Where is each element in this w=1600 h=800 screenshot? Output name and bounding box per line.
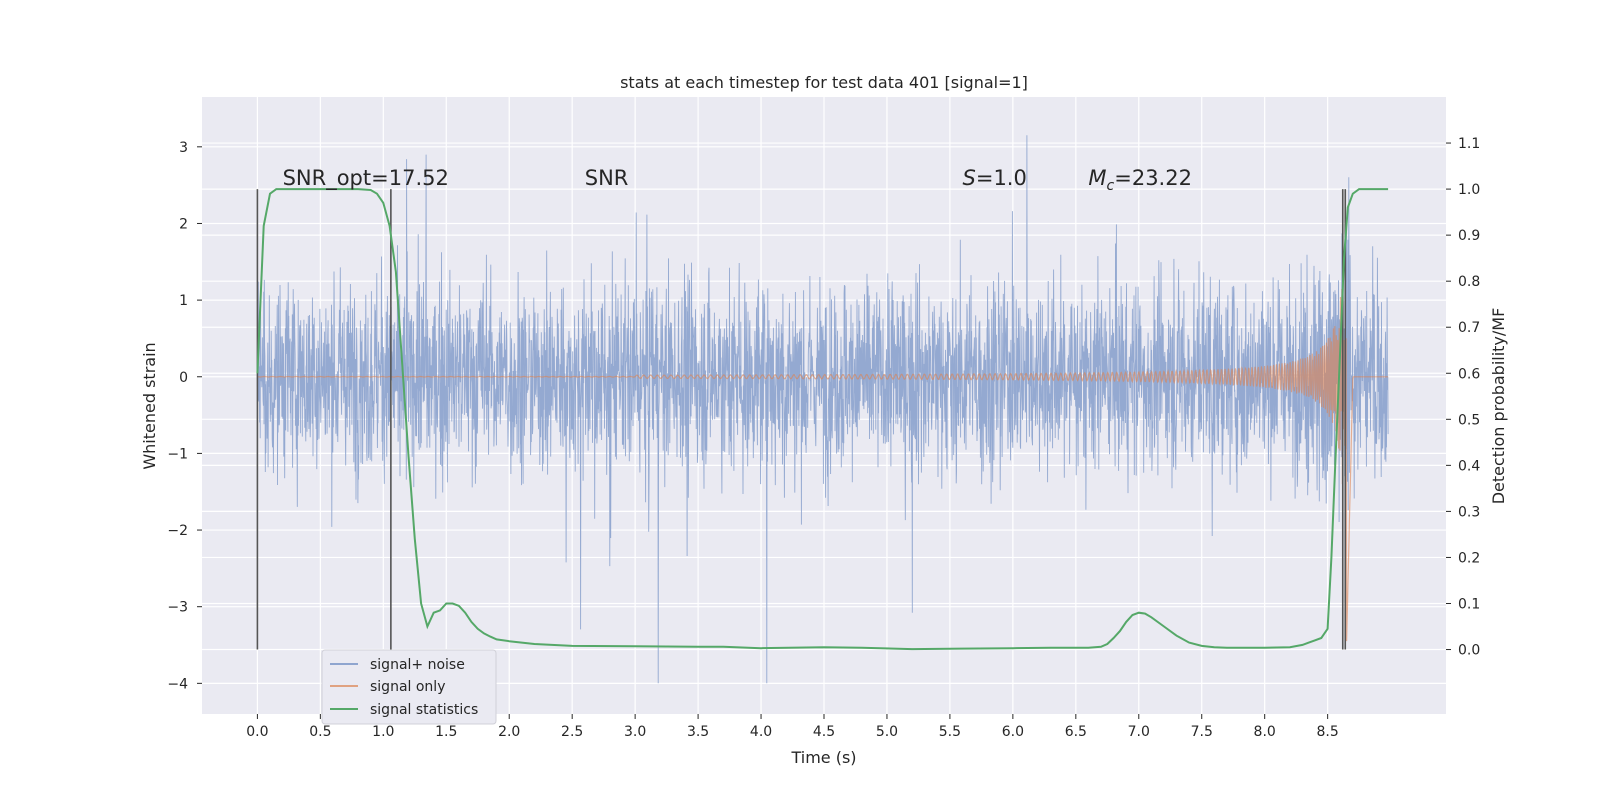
x-tick-label: 5.5 (939, 724, 961, 740)
annotation-s-val: S=1.0 (963, 166, 1027, 190)
signal-only-series (257, 285, 1389, 642)
y2-tick-label: 0.4 (1458, 458, 1480, 474)
legend-box (321, 649, 497, 725)
tick-labels: 0.0 0.5 1.0 1.5 2.0 2.5 3.0 3.5 4.0 4.5 5.0 5.5 6.0 6… (167, 136, 1480, 740)
signal-statistics-series (256, 188, 1389, 651)
y2-tick-label: 0.1 (1458, 596, 1480, 612)
y-tick-label: 3 (179, 140, 188, 156)
y2-axis-label: Detection probability/MF (1489, 308, 1508, 505)
annotation-part: M (1088, 166, 1106, 190)
y-tick-label: −2 (167, 523, 188, 539)
x-tick-label: 1.5 (435, 724, 457, 740)
plot-area (256, 135, 1389, 684)
x-tick-label: 0.0 (246, 724, 268, 740)
x-tick-label: 5.0 (876, 724, 898, 740)
chart-title: stats at each timestep for test data 401… (620, 73, 1028, 92)
y-tick-label: 1 (179, 293, 188, 309)
x-tick-label: 4.0 (750, 724, 772, 740)
y2-tick-label: 0.5 (1458, 412, 1480, 428)
y2-tick-label: 1.0 (1458, 182, 1480, 198)
x-tick-label: 2.5 (561, 724, 583, 740)
annotation-part: SNR (585, 166, 629, 190)
x-tick-label: 6.5 (1065, 724, 1087, 740)
annotations: SNR_opt=17.52 SNR S=1.0 Mc=23.22 (283, 166, 1192, 194)
y-tick-label: −4 (167, 676, 188, 692)
legend-label-noise: signal+ noise (370, 657, 465, 673)
y2-tick-label: 0.2 (1458, 550, 1480, 566)
annotation-snr-mf: SNR (585, 166, 629, 190)
y2-tick-label: 0.7 (1458, 320, 1480, 336)
y-tick-label: 0 (179, 370, 188, 386)
y2-tick-label: 0.3 (1458, 504, 1480, 520)
y2-tick-label: 1.1 (1458, 136, 1480, 152)
legend-label-stats: signal statistics (370, 702, 478, 718)
y-axis-label: Whitened strain (140, 342, 159, 469)
x-tick-label: 4.5 (813, 724, 835, 740)
y2-tick-label: 0.0 (1458, 643, 1480, 659)
annotation-part: c (1107, 178, 1115, 194)
annotation-mc-val: Mc=23.22 (1088, 166, 1192, 194)
x-tick-label: 2.0 (498, 724, 520, 740)
x-tick-label: 1.0 (372, 724, 394, 740)
x-tick-label: 7.5 (1191, 724, 1213, 740)
annotation-part: SNR_opt=17.52 (283, 166, 449, 191)
annotation-part: =23.22 (1114, 166, 1192, 190)
x-tick-label: 8.0 (1254, 724, 1276, 740)
legend: signal+ noise signal only signal statist… (321, 649, 497, 725)
y-tick-label: −3 (167, 600, 188, 616)
legend-label-signal: signal only (370, 679, 445, 695)
y2-tick-label: 0.6 (1458, 366, 1480, 382)
signal-noise-series (256, 135, 1389, 684)
annotation-part: =1.0 (976, 166, 1027, 190)
x-tick-label: 0.5 (309, 724, 331, 740)
y-tick-label: −1 (167, 446, 188, 462)
x-tick-label: 8.5 (1317, 724, 1339, 740)
x-tick-label: 7.0 (1128, 724, 1150, 740)
x-tick-label: 6.0 (1002, 724, 1024, 740)
annotation-snr-opt: SNR_opt=17.52 (283, 166, 449, 191)
x-tick-label: 3.5 (687, 724, 709, 740)
y2-tick-label: 0.8 (1458, 274, 1480, 290)
y2-tick-label: 0.9 (1458, 228, 1480, 244)
y-tick-label: 2 (179, 216, 188, 232)
x-tick-label: 3.0 (624, 724, 646, 740)
x-axis-label: Time (s) (790, 748, 856, 767)
annotation-part: S (963, 166, 976, 190)
